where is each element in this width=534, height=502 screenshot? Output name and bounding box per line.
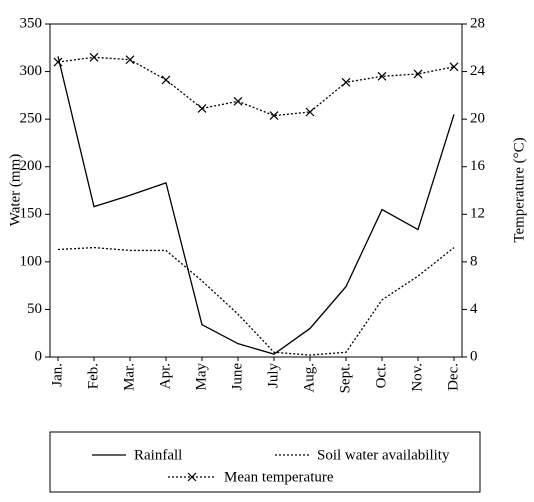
y-tick-label: 100 <box>20 253 43 269</box>
marker <box>413 69 423 79</box>
y-axis-label: Water (mm) <box>7 154 23 227</box>
y2-tick-label: 8 <box>470 253 478 269</box>
series-line <box>57 56 455 355</box>
marker <box>233 96 243 106</box>
y2-tick-label: 12 <box>470 206 485 222</box>
x-tick-label: Jan. <box>49 363 65 387</box>
y2-tick-label: 24 <box>470 63 486 79</box>
x-tick-label: July <box>265 363 281 389</box>
x-tick-label: Oct. <box>373 363 389 388</box>
x-tick-label: Sept. <box>337 363 353 393</box>
marker <box>197 104 207 113</box>
y-tick-label: 250 <box>20 111 43 127</box>
y2-tick-label: 28 <box>470 15 485 31</box>
x-tick-label: Aug. <box>301 363 317 393</box>
x-tick-label: Mar. <box>121 363 137 391</box>
series-line <box>57 246 455 356</box>
x-tick-label: Apr. <box>157 363 173 389</box>
y-tick-label: 0 <box>35 348 43 364</box>
legend-label: Mean temperature <box>224 469 334 485</box>
x-tick-label: June <box>229 363 245 391</box>
y-tick-label: 300 <box>20 63 43 79</box>
y2-tick-label: 4 <box>470 301 478 317</box>
y2-tick-label: 20 <box>470 111 485 127</box>
legend-label: Rainfall <box>134 447 182 463</box>
y2-axis-label: Temperature (°C) <box>511 137 527 242</box>
marker <box>269 111 279 120</box>
marker <box>377 71 387 81</box>
y2-tick-label: 0 <box>470 348 478 364</box>
x-tick-label: Nov. <box>409 363 425 392</box>
marker <box>341 77 351 87</box>
y2-tick-label: 16 <box>470 158 486 174</box>
y-tick-label: 200 <box>20 158 43 174</box>
marker <box>89 52 99 62</box>
y-tick-label: 350 <box>20 15 43 31</box>
legend-label: Soil water availability <box>317 447 450 463</box>
x-tick-label: Dec. <box>445 363 461 391</box>
legend-box <box>49 431 481 493</box>
y-tick-label: 50 <box>27 301 42 317</box>
plot-frame <box>49 23 463 358</box>
legend-marker <box>187 472 197 482</box>
y-tick-label: 150 <box>20 206 43 222</box>
x-tick-label: May <box>193 363 209 391</box>
marker <box>125 55 135 65</box>
marker <box>161 75 171 85</box>
x-tick-label: Feb. <box>85 363 101 389</box>
marker <box>305 107 315 117</box>
marker <box>449 62 459 72</box>
marker <box>53 57 63 67</box>
series-line <box>57 56 455 117</box>
